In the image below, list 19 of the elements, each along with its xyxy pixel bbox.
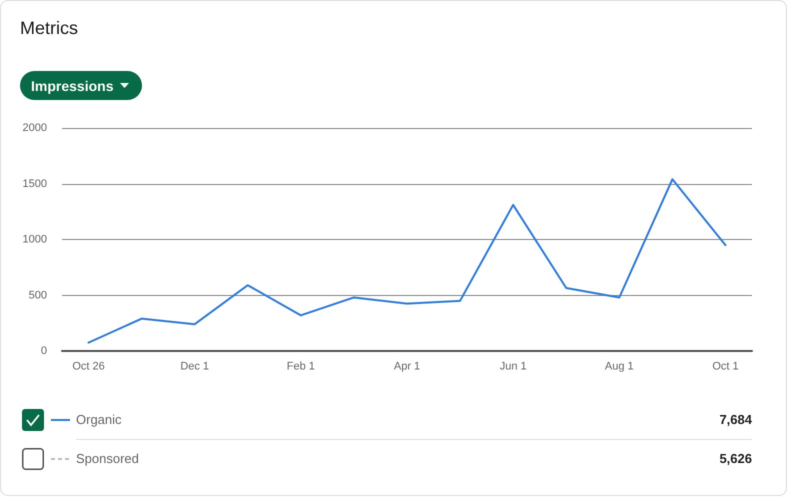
chart-title: Metrics <box>20 18 78 39</box>
y-tick-label: 2000 <box>22 122 47 134</box>
y-tick-label: 0 <box>40 345 47 357</box>
text: 7,684 <box>719 412 752 427</box>
text: 5,626 <box>719 451 752 466</box>
x-tick-label: Apr 1 <box>394 360 420 372</box>
y-tick-label: 1500 <box>22 178 47 190</box>
y-tick-label: 1000 <box>22 234 47 246</box>
chart-subtitle: Impressions <box>31 78 114 94</box>
x-tick-label: Feb 1 <box>286 360 315 372</box>
x-tick-label: Oct 26 <box>72 360 105 372</box>
x-tick-label: Dec 1 <box>180 360 210 372</box>
legend-label: Organic <box>76 412 122 427</box>
legend-label: Sponsored <box>76 451 139 466</box>
x-tick-label: Aug 1 <box>604 360 634 372</box>
x-tick-label: Oct 1 <box>712 360 739 372</box>
line-series <box>88 178 726 344</box>
y-tick-label: 500 <box>28 289 47 302</box>
x-tick-label: Jun 1 <box>500 360 527 372</box>
